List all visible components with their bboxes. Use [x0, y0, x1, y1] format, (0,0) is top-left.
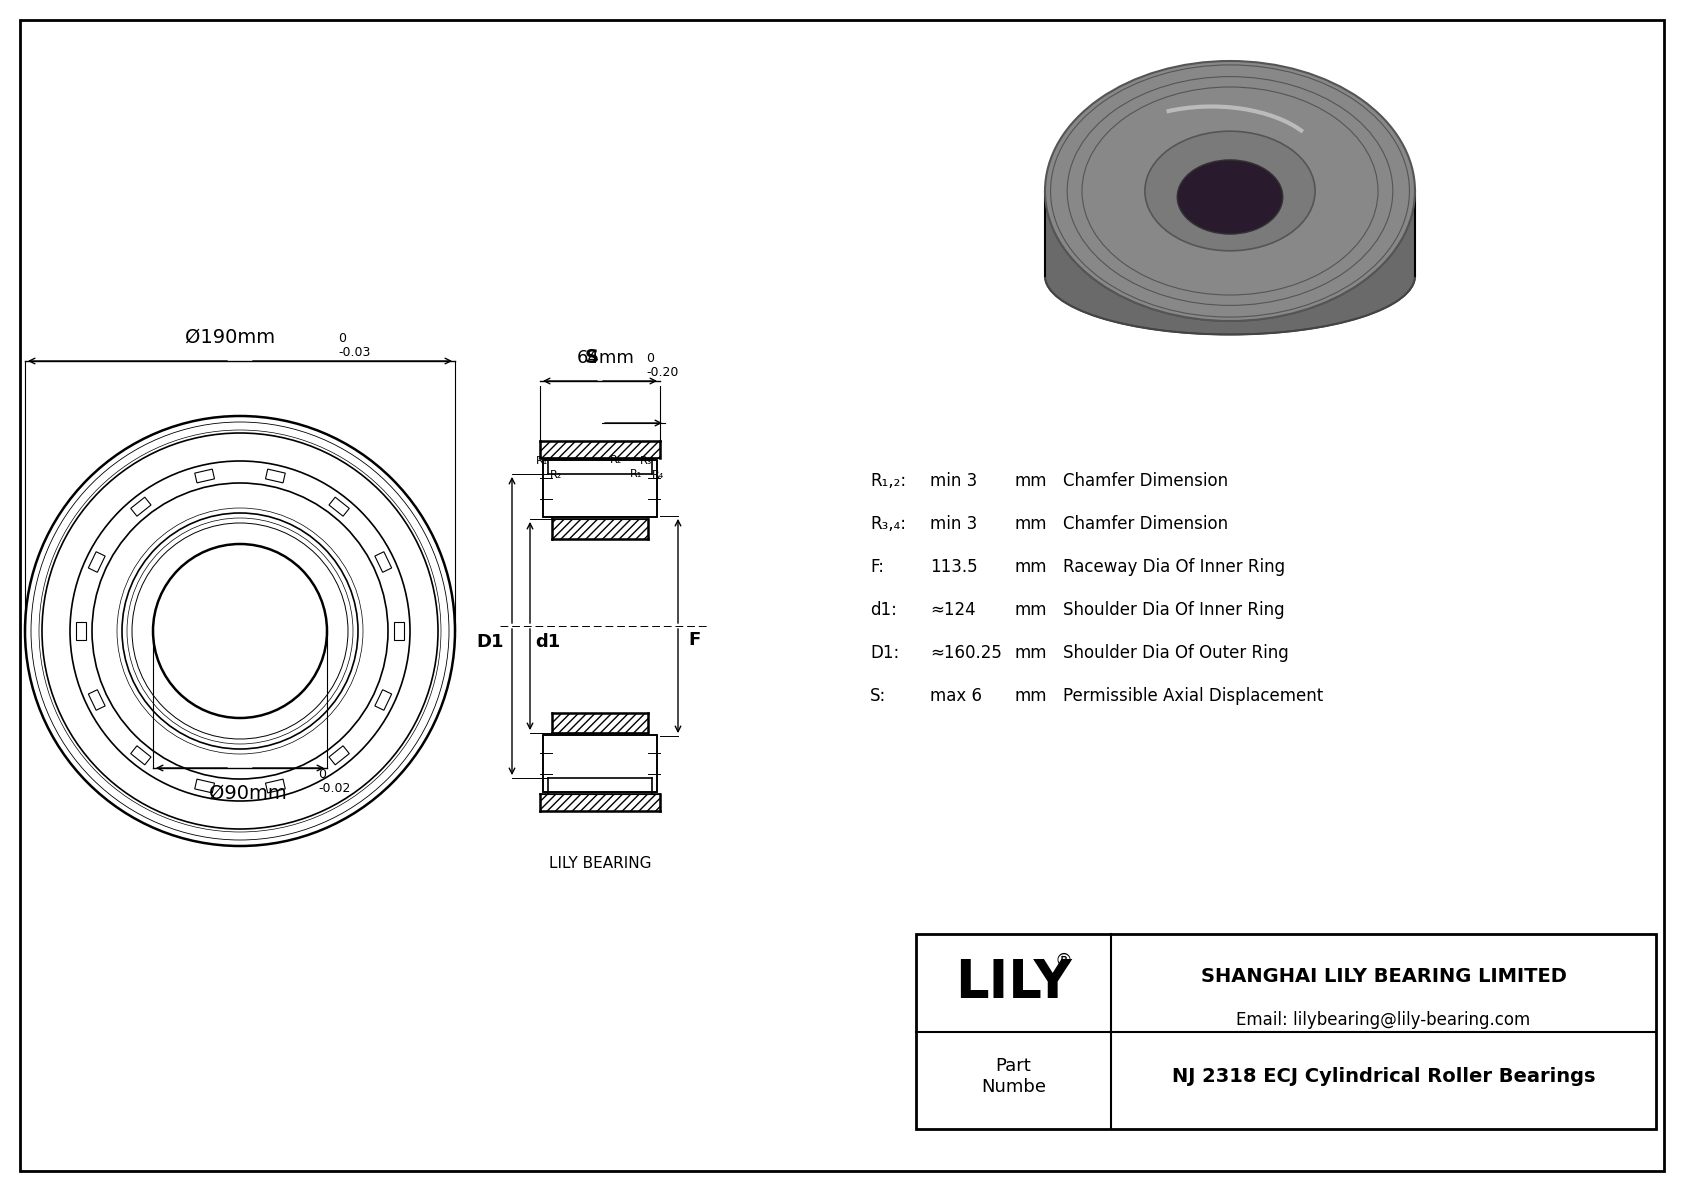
Text: d1: d1 — [536, 632, 561, 651]
Text: mm: mm — [1015, 559, 1047, 576]
Bar — [552, 519, 648, 540]
Text: 0: 0 — [338, 332, 345, 345]
Text: D1: D1 — [477, 632, 504, 651]
Text: Ø190mm: Ø190mm — [185, 328, 274, 347]
Text: ≈160.25: ≈160.25 — [930, 644, 1002, 662]
Text: Raceway Dia Of Inner Ring: Raceway Dia Of Inner Ring — [1063, 559, 1285, 576]
Bar — [88, 551, 104, 573]
Text: F: F — [687, 631, 701, 649]
Ellipse shape — [1145, 131, 1315, 251]
Bar — [376, 690, 392, 710]
Text: F:: F: — [871, 559, 884, 576]
Bar — [541, 441, 660, 459]
Text: LILY BEARING: LILY BEARING — [549, 856, 652, 871]
Polygon shape — [1145, 191, 1315, 303]
Bar — [266, 469, 285, 482]
Text: D1:: D1: — [871, 644, 899, 662]
Polygon shape — [1046, 191, 1415, 335]
Bar — [542, 460, 657, 517]
Bar — [542, 735, 657, 792]
Text: -0.02: -0.02 — [318, 781, 350, 794]
Text: -0.03: -0.03 — [338, 347, 370, 360]
Bar — [552, 713, 648, 732]
Text: d1:: d1: — [871, 601, 898, 619]
Bar — [266, 779, 285, 793]
Text: Permissible Axial Displacement: Permissible Axial Displacement — [1063, 687, 1324, 705]
Text: R₂: R₂ — [551, 470, 562, 480]
Text: min 3: min 3 — [930, 515, 977, 534]
Bar — [131, 746, 152, 765]
Text: R₃: R₃ — [640, 456, 652, 466]
Text: LILY: LILY — [955, 956, 1073, 1009]
Bar — [542, 735, 657, 792]
Bar — [131, 497, 152, 516]
Text: Chamfer Dimension: Chamfer Dimension — [1063, 472, 1228, 490]
Text: R₁: R₁ — [536, 456, 547, 466]
Text: R₂: R₂ — [610, 455, 623, 464]
Text: Part
Numbe: Part Numbe — [982, 1056, 1046, 1096]
Bar — [376, 551, 392, 573]
Text: Shoulder Dia Of Inner Ring: Shoulder Dia Of Inner Ring — [1063, 601, 1285, 619]
Bar — [542, 460, 657, 517]
Text: R₁,₂:: R₁,₂: — [871, 472, 906, 490]
Bar — [916, 934, 1655, 1129]
Text: mm: mm — [1015, 472, 1047, 490]
Bar — [76, 622, 86, 640]
Text: Shoulder Dia Of Outer Ring: Shoulder Dia Of Outer Ring — [1063, 644, 1288, 662]
Bar — [195, 779, 214, 793]
Bar — [195, 469, 214, 482]
Text: Email: lilybearing@lily-bearing.com: Email: lilybearing@lily-bearing.com — [1236, 1011, 1531, 1029]
Text: R₁: R₁ — [630, 469, 642, 479]
Bar — [541, 794, 660, 811]
Text: mm: mm — [1015, 601, 1047, 619]
Bar — [394, 622, 404, 640]
Text: min 3: min 3 — [930, 472, 977, 490]
Text: S: S — [584, 348, 600, 367]
Ellipse shape — [1177, 160, 1283, 235]
Bar — [88, 690, 104, 710]
Ellipse shape — [1046, 61, 1415, 322]
Text: ®: ® — [1054, 952, 1073, 969]
Text: max 6: max 6 — [930, 687, 982, 705]
Text: S:: S: — [871, 687, 886, 705]
Text: NJ 2318 ECJ Cylindrical Roller Bearings: NJ 2318 ECJ Cylindrical Roller Bearings — [1172, 1067, 1595, 1086]
Text: Ø90mm: Ø90mm — [209, 784, 286, 803]
Text: 0: 0 — [647, 353, 653, 366]
Text: mm: mm — [1015, 644, 1047, 662]
Text: 0: 0 — [318, 767, 327, 780]
Text: R₃,₄:: R₃,₄: — [871, 515, 906, 534]
Text: Chamfer Dimension: Chamfer Dimension — [1063, 515, 1228, 534]
Text: 64mm: 64mm — [578, 349, 635, 367]
Text: mm: mm — [1015, 687, 1047, 705]
Text: 113.5: 113.5 — [930, 559, 978, 576]
Text: SHANGHAI LILY BEARING LIMITED: SHANGHAI LILY BEARING LIMITED — [1201, 967, 1566, 986]
Text: -0.20: -0.20 — [647, 367, 679, 380]
Text: mm: mm — [1015, 515, 1047, 534]
Bar — [328, 746, 349, 765]
Text: R₄: R₄ — [652, 470, 663, 480]
Text: ≈124: ≈124 — [930, 601, 975, 619]
Bar — [328, 497, 349, 516]
